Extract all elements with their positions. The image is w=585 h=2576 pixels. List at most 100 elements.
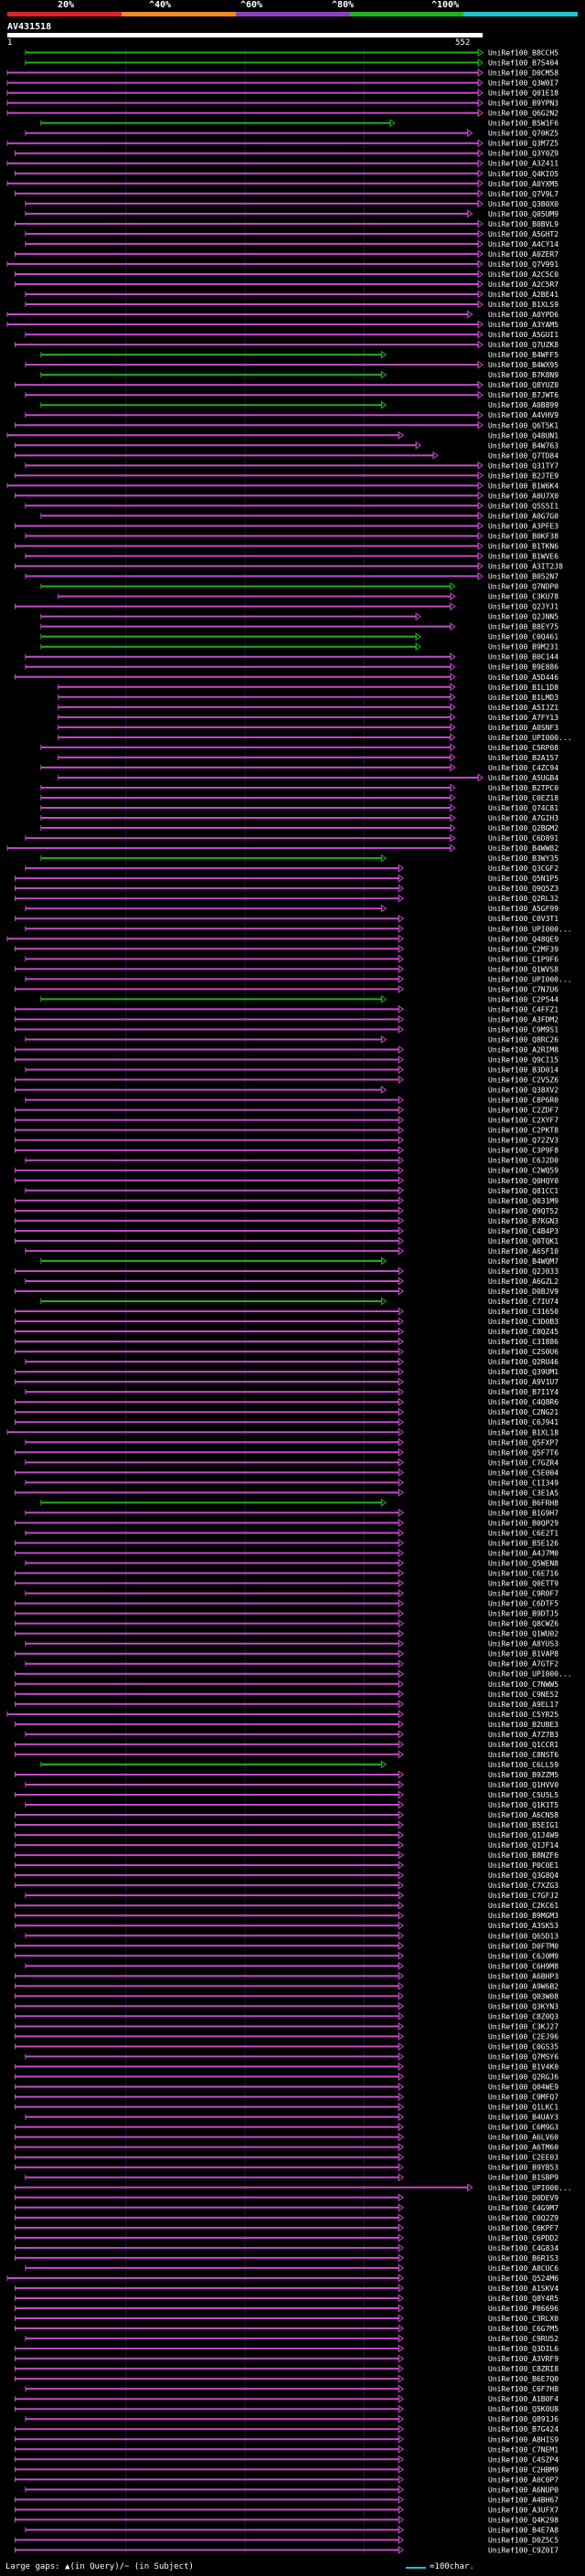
hit-label[interactable]: UniRef100_C6PDD2 xyxy=(488,2234,558,2242)
hit-label[interactable]: UniRef100_B9E886 xyxy=(488,663,558,672)
hit-label[interactable]: UniRef100_C9M9S1 xyxy=(488,1025,558,1034)
hit-label[interactable]: UniRef100_Q5S5I1 xyxy=(488,502,558,510)
hit-label[interactable]: UniRef100_B4UAY3 xyxy=(488,2114,558,2122)
hit-label[interactable]: UniRef100_Q4K298 xyxy=(488,2516,558,2524)
hit-label[interactable]: UniRef100_A0SNF3 xyxy=(488,724,558,732)
hit-label[interactable]: UniRef100_Q5WEN8 xyxy=(488,1560,558,1568)
hit-label[interactable]: UniRef100_A5D446 xyxy=(488,673,558,682)
hit-label[interactable]: UniRef100_C31650 xyxy=(488,1308,558,1316)
hit-label[interactable]: UniRef100_C6KPF7 xyxy=(488,2224,558,2232)
hit-label[interactable]: UniRef100_C0Q461 xyxy=(488,633,558,641)
hit-label[interactable]: UniRef100_Q03W08 xyxy=(488,1992,558,2000)
hit-label[interactable]: UniRef100_A6GZL2 xyxy=(488,1277,558,1286)
hit-label[interactable]: UniRef100_Q0ETT9 xyxy=(488,1580,558,1588)
hit-label[interactable]: UniRef100_D0DEV9 xyxy=(488,2194,558,2202)
hit-label[interactable]: UniRef100_Q2RU46 xyxy=(488,1358,558,1366)
hit-label[interactable]: UniRef100_Q891J6 xyxy=(488,2415,558,2423)
hit-label[interactable]: UniRef100_UPI000... xyxy=(488,734,572,742)
hit-label[interactable]: UniRef100_D0BJV9 xyxy=(488,1288,558,1296)
hit-label[interactable]: UniRef100_A7GIH3 xyxy=(488,814,558,822)
hit-label[interactable]: UniRef100_A6NUP0 xyxy=(488,2486,558,2494)
hit-label[interactable]: UniRef100_A5GHT2 xyxy=(488,230,558,239)
hit-label[interactable]: UniRef100_B7I1Y4 xyxy=(488,1388,558,1396)
hit-label[interactable]: UniRef100_Q3W0I7 xyxy=(488,80,558,88)
hit-label[interactable]: UniRef100_Q39UM1 xyxy=(488,1368,558,1376)
hit-label[interactable]: UniRef100_A1B0F4 xyxy=(488,2395,558,2403)
hit-label[interactable]: UniRef100_D0Z5C5 xyxy=(488,2536,558,2544)
hit-label[interactable]: UniRef100_B7JWT6 xyxy=(488,391,558,399)
hit-label[interactable]: UniRef100_Q1K1T5 xyxy=(488,1801,558,1809)
hit-label[interactable]: UniRef100_Q9Q5Z3 xyxy=(488,885,558,893)
hit-label[interactable]: UniRef100_C2NG21 xyxy=(488,1408,558,1416)
hit-label[interactable]: UniRef100_C2MF39 xyxy=(488,945,558,953)
hit-label[interactable]: UniRef100_Q1J4W9 xyxy=(488,1831,558,1839)
hit-label[interactable]: UniRef100_C6M9G3 xyxy=(488,2124,558,2132)
hit-label[interactable]: UniRef100_B3D014 xyxy=(488,1066,558,1075)
hit-label[interactable]: UniRef100_UPI000... xyxy=(488,2184,572,2192)
hit-label[interactable]: UniRef100_B7KGN3 xyxy=(488,1217,558,1225)
hit-label[interactable]: UniRef100_C1I349 xyxy=(488,1479,558,1487)
hit-label[interactable]: UniRef100_B4WW82 xyxy=(488,844,558,853)
hit-label[interactable]: UniRef100_C9R0F7 xyxy=(488,1590,558,1598)
hit-label[interactable]: UniRef100_A4J7M0 xyxy=(488,1550,558,1558)
hit-label[interactable]: UniRef100_C5E004 xyxy=(488,1468,558,1477)
hit-label[interactable]: UniRef100_B6R1S3 xyxy=(488,2254,558,2263)
hit-label[interactable]: UniRef100_C0Q2Z9 xyxy=(488,2214,558,2222)
hit-label[interactable]: UniRef100_Q3M7Z5 xyxy=(488,140,558,148)
hit-label[interactable]: UniRef100_D0FTM0 xyxy=(488,1942,558,1950)
hit-label[interactable]: UniRef100_C7NWW5 xyxy=(488,1680,558,1689)
hit-label[interactable]: UniRef100_C7GZR4 xyxy=(488,1458,558,1467)
hit-label[interactable]: UniRef100_C3KU78 xyxy=(488,593,558,601)
hit-label[interactable]: UniRef100_B7S404 xyxy=(488,59,558,68)
hit-label[interactable]: UniRef100_C4FFZ1 xyxy=(488,1005,558,1013)
hit-label[interactable]: UniRef100_B4WX95 xyxy=(488,361,558,369)
hit-label[interactable]: UniRef100_C2EJ96 xyxy=(488,2032,558,2041)
hit-label[interactable]: UniRef100_B9MGM3 xyxy=(488,1912,558,1920)
hit-label[interactable]: UniRef100_Q81CC1 xyxy=(488,1187,558,1195)
hit-label[interactable]: UniRef100_C7GFJ2 xyxy=(488,1892,558,1900)
hit-label[interactable]: UniRef100_Q6G2N2 xyxy=(488,110,558,118)
hit-label[interactable]: UniRef100_Q04WE9 xyxy=(488,2083,558,2092)
hit-label[interactable]: UniRef100_Q1WVS8 xyxy=(488,965,558,973)
hit-label[interactable]: UniRef100_B1XLS9 xyxy=(488,301,558,309)
hit-label[interactable]: UniRef100_C6E2T1 xyxy=(488,1529,558,1537)
hit-label[interactable]: UniRef100_Q6T5K1 xyxy=(488,421,558,429)
hit-label[interactable]: UniRef100_C8ZRI8 xyxy=(488,2365,558,2373)
hit-label[interactable]: UniRef100_Q9CI15 xyxy=(488,1056,558,1065)
hit-label[interactable]: UniRef100_Q01E18 xyxy=(488,90,558,98)
hit-label[interactable]: UniRef100_B6E7Q0 xyxy=(488,2375,558,2383)
hit-label[interactable]: UniRef100_Q8YUZ0 xyxy=(488,381,558,389)
hit-label[interactable]: UniRef100_B3WY35 xyxy=(488,854,558,863)
hit-label[interactable]: UniRef100_C6DTF5 xyxy=(488,1600,558,1608)
hit-label[interactable]: UniRef100_Q2JYJ1 xyxy=(488,603,558,611)
hit-label[interactable]: UniRef100_B2UBE3 xyxy=(488,1721,558,1729)
hit-label[interactable]: UniRef100_A7FY13 xyxy=(488,714,558,722)
hit-label[interactable]: UniRef100_Q74C81 xyxy=(488,804,558,812)
hit-label[interactable]: UniRef100_B9YB53 xyxy=(488,2164,558,2172)
hit-label[interactable]: UniRef100_A8CUC6 xyxy=(488,2264,558,2273)
hit-label[interactable]: UniRef100_B1G9H7 xyxy=(488,1509,558,1517)
hit-label[interactable]: UniRef100_C4G834 xyxy=(488,2244,558,2253)
hit-label[interactable]: UniRef100_Q72ZV3 xyxy=(488,1137,558,1145)
hit-label[interactable]: UniRef100_C7IU74 xyxy=(488,1298,558,1306)
hit-label[interactable]: UniRef100_B1XL18 xyxy=(488,1428,558,1436)
hit-label[interactable]: UniRef100_Q1LKC1 xyxy=(488,2104,558,2112)
hit-label[interactable]: UniRef100_Q7UZK8 xyxy=(488,341,558,349)
hit-label[interactable]: UniRef100_A3YAM5 xyxy=(488,321,558,329)
hit-label[interactable]: UniRef100_A4CY14 xyxy=(488,240,558,249)
hit-label[interactable]: UniRef100_A6TM60 xyxy=(488,2144,558,2152)
hit-label[interactable]: UniRef100_C4Q8R6 xyxy=(488,1398,558,1406)
hit-label[interactable]: UniRef100_A9W6B2 xyxy=(488,1982,558,1990)
hit-label[interactable]: UniRef100_B1V4K0 xyxy=(488,2063,558,2072)
hit-label[interactable]: UniRef100_Q7V991 xyxy=(488,260,558,269)
hit-label[interactable]: UniRef100_C2PKT8 xyxy=(488,1127,558,1135)
hit-label[interactable]: UniRef100_B1W6K4 xyxy=(488,482,558,490)
hit-label[interactable]: UniRef100_C7XZG3 xyxy=(488,1882,558,1890)
hit-label[interactable]: UniRef100_C6F7H8 xyxy=(488,2385,558,2393)
hit-label[interactable]: UniRef100_Q3CGF2 xyxy=(488,864,558,873)
hit-label[interactable]: UniRef100_Q48UN1 xyxy=(488,431,558,440)
hit-label[interactable]: UniRef100_C4B4P3 xyxy=(488,1227,558,1235)
hit-label[interactable]: UniRef100_B0QP29 xyxy=(488,1519,558,1527)
hit-label[interactable]: UniRef100_B1TKN6 xyxy=(488,542,558,550)
hit-label[interactable]: UniRef100_A9V1U7 xyxy=(488,1378,558,1386)
